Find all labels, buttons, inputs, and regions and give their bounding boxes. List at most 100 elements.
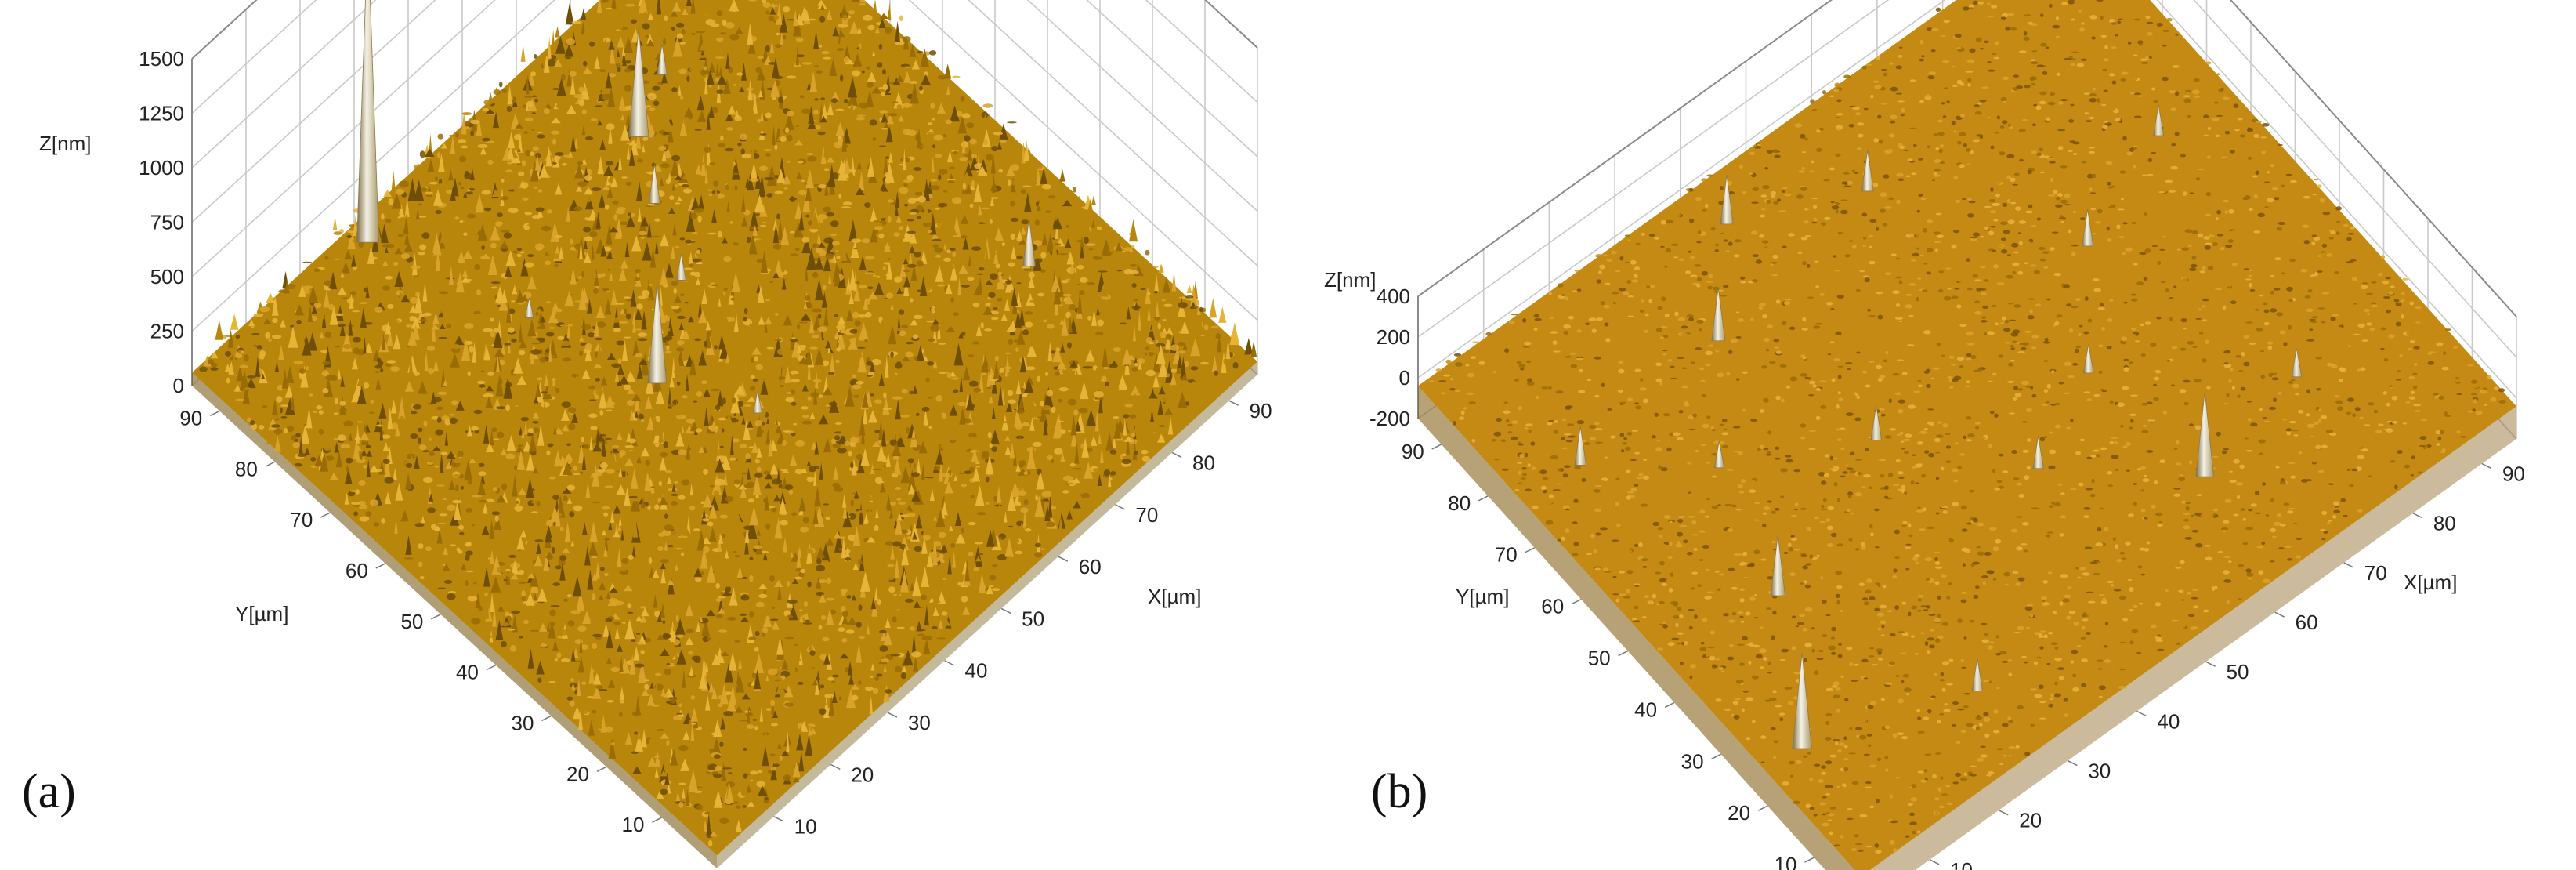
surface-grain <box>659 177 664 187</box>
surface-grain <box>950 542 956 548</box>
surface-grain <box>503 564 507 581</box>
surface-grain <box>478 499 488 503</box>
surface-grain <box>866 82 874 88</box>
surface-grain <box>1049 384 1054 386</box>
surface-grain <box>711 289 718 292</box>
surface-grain <box>676 634 684 639</box>
surface-grain <box>654 24 661 31</box>
surface-grain <box>1018 485 1022 491</box>
surface-grain <box>848 9 856 15</box>
surface-grain <box>1150 408 1154 422</box>
surface-grain <box>565 234 571 237</box>
surface-grain <box>1016 282 1022 285</box>
surface-grain <box>736 565 743 578</box>
surface-grain <box>519 251 525 254</box>
surface-grain <box>1054 448 1063 455</box>
surface-grain <box>1132 441 1138 460</box>
surface-grain <box>546 620 551 632</box>
surface-grain <box>612 264 619 271</box>
surface-grain <box>568 422 576 430</box>
surface-grain <box>782 470 789 473</box>
surface-grain <box>578 350 584 357</box>
surface-grain <box>754 356 758 362</box>
surface-grain <box>675 432 685 447</box>
surface-grain <box>449 435 454 443</box>
surface-grain <box>573 137 578 149</box>
surface-grain <box>918 440 928 454</box>
surface-grain <box>402 440 412 446</box>
surface-grain <box>321 427 331 433</box>
surface-grain <box>436 416 442 423</box>
surface-grain <box>760 443 770 448</box>
surface-grain <box>991 446 997 452</box>
surface-grain <box>598 689 608 691</box>
surface-grain <box>624 3 635 7</box>
surface-grain <box>505 169 513 173</box>
surface-grain <box>702 820 708 832</box>
surface-grain <box>1145 369 1156 377</box>
surface-grain <box>505 572 515 577</box>
surface-grain <box>876 275 881 278</box>
surface-grain <box>909 212 917 215</box>
surface-grain <box>673 294 682 303</box>
surface-grain <box>298 368 306 374</box>
surface-grain <box>602 184 611 190</box>
surface-grain <box>787 134 793 142</box>
surface-grain <box>676 347 685 352</box>
surface-grain <box>1155 343 1166 347</box>
surface-grain <box>1113 359 1123 373</box>
surface-grain <box>578 336 584 342</box>
surface-grain <box>701 617 710 636</box>
surface-grain <box>550 114 554 122</box>
surface-grain <box>364 343 373 353</box>
surface-grain <box>425 191 433 195</box>
surface-grain <box>237 355 241 359</box>
surface-grain <box>571 20 582 24</box>
surface-grain <box>606 353 616 361</box>
surface-grain <box>1134 362 1138 367</box>
surface-grain <box>957 401 967 407</box>
surface-grain <box>628 559 635 565</box>
surface-grain <box>812 243 820 248</box>
surface-grain <box>1154 315 1160 321</box>
surface-grain <box>817 131 826 136</box>
surface-grain <box>1166 373 1170 378</box>
surface-grain <box>353 511 358 517</box>
surface-grain <box>798 648 803 665</box>
surface-grain <box>827 315 836 331</box>
surface-grain <box>626 387 635 394</box>
surface-grain <box>620 566 627 572</box>
surface-grain <box>368 411 375 415</box>
surface-grain <box>910 582 914 591</box>
surface-grain <box>854 320 861 327</box>
surface-grain <box>373 513 378 517</box>
surface-grain <box>651 162 657 168</box>
surface-grain <box>912 385 918 394</box>
surface-grain <box>537 677 542 683</box>
surface-grain <box>741 416 746 425</box>
surface-grain <box>635 516 642 525</box>
surface-grain <box>743 404 752 407</box>
surface-grain <box>985 154 993 161</box>
surface-grain <box>734 362 743 368</box>
surface-grain <box>806 666 814 672</box>
surface-grain <box>449 417 458 425</box>
surface-grain <box>654 610 661 618</box>
surface-grain <box>714 345 718 350</box>
surface-grain <box>756 466 762 473</box>
surface-grain <box>546 104 550 109</box>
surface-grain <box>723 287 728 291</box>
surface-grain <box>734 479 741 485</box>
surface-grain <box>732 161 736 166</box>
surface-grain <box>706 590 716 594</box>
surface-grain <box>696 768 704 788</box>
surface-grain <box>481 190 491 195</box>
surface-grain <box>779 13 788 33</box>
surface-grain <box>654 752 661 767</box>
surface-grain <box>1041 233 1048 246</box>
surface-grain <box>473 582 477 585</box>
surface-grain <box>776 743 782 749</box>
surface-grain <box>921 636 932 640</box>
surface-grain <box>852 70 861 77</box>
surface-grain <box>686 629 694 634</box>
